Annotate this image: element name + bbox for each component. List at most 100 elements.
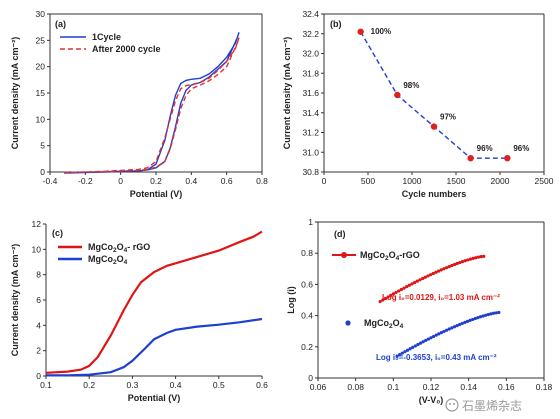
- x-tick-label: 0: [322, 176, 327, 186]
- data-point: [458, 322, 462, 327]
- annotation: Log i₀=0.0129, i₀=1.03 mA cm⁻²: [382, 293, 500, 302]
- y-tick-label: 31.0: [302, 147, 319, 157]
- data-point: [395, 354, 399, 358]
- data-point: [410, 282, 414, 286]
- data-point: [399, 287, 403, 292]
- x-tick-label: 0.5: [213, 380, 225, 390]
- data-point: [389, 293, 393, 298]
- chart-panel-c: 0.1 0.2 0.3 0.4 0.5 0.6 0 2 4 6 8 10 12 Potential (V)…: [10, 219, 268, 403]
- legend-label: 1Cycle: [92, 32, 121, 42]
- y-tick-label: 32.2: [302, 29, 319, 39]
- x-tick-label: 0.18: [536, 382, 553, 392]
- y-axis-label: Log (i): [286, 286, 296, 314]
- x-tick-label: 0.2: [83, 380, 95, 390]
- data-point: [468, 257, 473, 261]
- y-tick-label: 20: [36, 62, 46, 72]
- y-tick-label: 0: [308, 373, 313, 383]
- y-tick-label: 0.8: [301, 248, 313, 258]
- data-point: [429, 336, 433, 340]
- x-tick-label: 0.1: [387, 382, 399, 392]
- series-line: [360, 31, 508, 159]
- data-point: [474, 256, 478, 260]
- data-point: [482, 254, 486, 258]
- x-tick-label: 0.4: [185, 176, 197, 186]
- x-axis-label: Potential (V): [130, 189, 183, 199]
- x-tick-label: 0.3: [126, 380, 138, 390]
- data-label: 96%: [513, 144, 529, 153]
- data-point: [408, 347, 412, 351]
- data-label: 97%: [440, 113, 456, 122]
- data-point: [381, 298, 385, 302]
- series-line-1: [45, 230, 263, 374]
- data-point: [436, 269, 441, 273]
- series-line-2: [46, 317, 263, 377]
- data-point: [460, 321, 464, 326]
- data-point: [424, 338, 428, 343]
- data-label: 100%: [371, 27, 391, 36]
- data-point: [466, 258, 470, 262]
- data-point: [407, 283, 411, 287]
- data-point: [429, 273, 433, 277]
- data-point: [455, 261, 459, 266]
- x-tick-label: 2000: [491, 176, 510, 186]
- data-point: [450, 326, 454, 330]
- data-point: [442, 329, 446, 334]
- y-tick-label: 12: [32, 219, 42, 229]
- data-point: [357, 28, 364, 35]
- data-point: [378, 299, 382, 304]
- panel-label: (b): [330, 19, 342, 29]
- x-tick-label: 1000: [403, 176, 422, 186]
- data-point: [452, 262, 457, 267]
- data-point: [403, 350, 407, 354]
- data-point: [402, 286, 406, 290]
- data-point: [460, 260, 465, 264]
- panel-label: (c): [52, 228, 63, 238]
- wechat-icon-dot: [449, 403, 451, 405]
- y-tick-label: 10: [32, 244, 42, 254]
- data-point: [465, 319, 470, 323]
- legend-label: MgCo2O4: [88, 254, 128, 266]
- data-point: [431, 271, 435, 276]
- y-tick-label: 1: [308, 217, 313, 227]
- data-point: [405, 348, 410, 352]
- x-tick-label: 1500: [447, 176, 466, 186]
- y-axis-label: Current density (mA cm⁻²): [282, 37, 292, 149]
- data-point: [400, 351, 404, 355]
- data-point: [447, 264, 451, 269]
- annotation: Log i₀=-0.3653, i₀=0.43 mA cm⁻²: [376, 353, 497, 362]
- data-point: [442, 267, 446, 271]
- y-tick-label: 0: [40, 167, 45, 177]
- data-point: [418, 341, 423, 345]
- data-point: [439, 268, 443, 272]
- data-point: [411, 345, 415, 349]
- legend-marker: [345, 320, 351, 326]
- data-point: [416, 342, 420, 347]
- x-tick-label: 0.6: [221, 176, 233, 186]
- data-point: [405, 285, 409, 289]
- data-point: [432, 334, 436, 339]
- y-tick-label: 32.0: [302, 49, 319, 59]
- x-axis-label: (V-V₀): [419, 395, 444, 405]
- y-tick-label: 8: [36, 270, 41, 280]
- y-tick-label: 31.2: [302, 128, 319, 138]
- x-tick-label: 0: [118, 176, 123, 186]
- y-tick-label: 30: [36, 9, 46, 19]
- y-tick-label: 4: [36, 320, 41, 330]
- x-tick-label: -0.2: [78, 176, 93, 186]
- data-point: [426, 274, 430, 278]
- data-point: [397, 289, 401, 293]
- data-point: [473, 316, 477, 321]
- data-point: [421, 340, 425, 344]
- watermark: 石墨烯杂志: [445, 398, 522, 413]
- x-tick-label: 0.1: [40, 380, 52, 390]
- x-tick-label: 2500: [535, 176, 554, 186]
- x-tick-label: 0.06: [310, 382, 327, 392]
- data-point: [430, 123, 438, 130]
- data-point: [452, 325, 457, 329]
- y-tick-label: 0.6: [301, 279, 313, 289]
- data-point: [478, 315, 483, 319]
- data-point: [413, 280, 417, 285]
- chart-panel-d: 0.06 0.08 0.1 0.12 0.14 0.16 0.18 0 0.2 0.4 0.6 0.8…: [286, 217, 553, 405]
- x-tick-label: 0.16: [498, 382, 515, 392]
- data-point: [491, 311, 496, 315]
